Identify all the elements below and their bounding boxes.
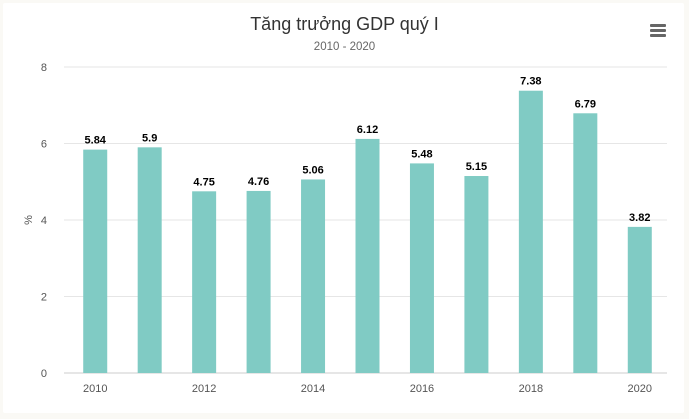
y-tick-label: 8 <box>41 62 47 74</box>
bar-2020[interactable] <box>627 226 652 373</box>
data-label-2012: 4.75 <box>193 176 214 188</box>
y-tick-label: 4 <box>41 215 47 227</box>
x-tick-label: 2020 <box>628 383 652 395</box>
x-tick-label: 2014 <box>301 383 325 395</box>
data-label-2011: 5.9 <box>142 132 157 144</box>
data-label-2014: 5.06 <box>302 164 323 176</box>
bar-2016[interactable] <box>409 163 434 373</box>
y-tick-label: 2 <box>41 292 47 304</box>
bar-2019[interactable] <box>573 113 598 373</box>
bar-2011[interactable] <box>137 147 162 373</box>
data-labels: 5.84 5.9 4.75 4.76 5.06 6.12 5.48 5.15 7.38 6.79 3… <box>85 76 651 224</box>
y-tick-label: 6 <box>41 139 47 151</box>
data-label-2015: 6.12 <box>357 124 378 136</box>
bar-2014[interactable] <box>301 179 326 373</box>
data-label-2017: 5.15 <box>466 161 487 173</box>
data-label-2019: 6.79 <box>575 98 596 110</box>
bar-2012[interactable] <box>192 191 217 373</box>
y-tick-label: 0 <box>41 368 47 380</box>
bar-2010[interactable] <box>83 149 108 373</box>
bar-series <box>83 90 652 373</box>
axes: 0 2 4 6 8% 2010 2012 2014 2016 2018 2020 <box>23 62 652 395</box>
x-tick-label: 2016 <box>410 383 434 395</box>
bar-2018[interactable] <box>518 90 543 373</box>
data-label-2020: 3.82 <box>629 212 650 224</box>
bar-2015[interactable] <box>355 138 380 373</box>
x-tick-label: 2018 <box>519 383 543 395</box>
x-tick-label: 2010 <box>83 383 107 395</box>
bar-2017[interactable] <box>464 176 489 373</box>
bar-2013[interactable] <box>246 190 271 373</box>
data-label-2010: 5.84 <box>85 135 107 147</box>
data-label-2013: 4.76 <box>248 176 269 188</box>
data-label-2018: 7.38 <box>520 76 541 88</box>
chart-subtitle: 2010 - 2020 <box>313 41 376 53</box>
chart-container <box>3 3 684 413</box>
chart-title: Tăng trưởng GDP quý I <box>250 14 439 34</box>
hamburger-menu-icon[interactable] <box>646 20 670 42</box>
data-label-2016: 5.48 <box>411 148 432 160</box>
y-axis-title: % <box>23 215 35 225</box>
x-tick-label: 2012 <box>192 383 216 395</box>
